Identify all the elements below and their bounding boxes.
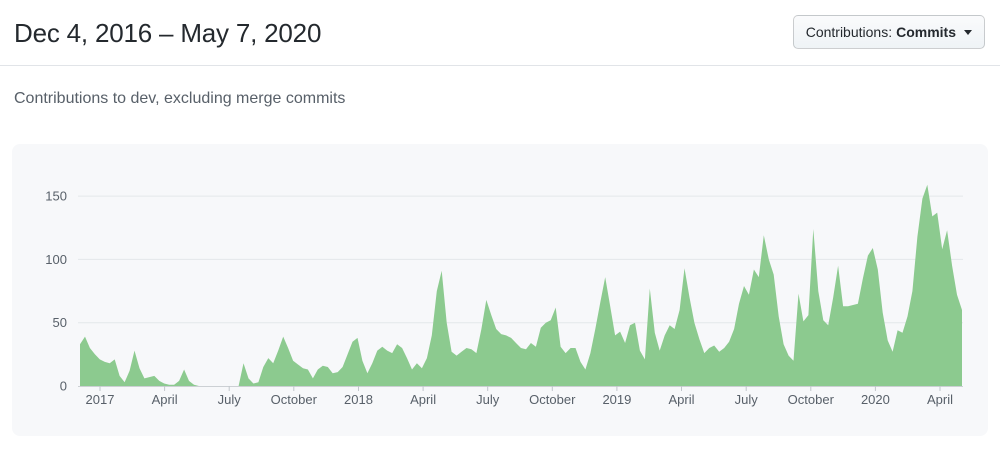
dropdown-caret-icon <box>964 29 972 35</box>
x-tick-label: October <box>529 392 576 407</box>
x-tick-label: April <box>410 392 436 407</box>
y-tick-label: 100 <box>45 252 67 267</box>
page-title: Dec 4, 2016 – May 7, 2020 <box>14 18 322 48</box>
y-tick-label: 50 <box>53 315 67 330</box>
x-tick-label: April <box>668 392 694 407</box>
y-tick-label: 150 <box>45 189 67 204</box>
x-tick-label: 2018 <box>344 392 373 407</box>
contributions-area-chart[interactable]: 2017 April July October 2018 April July October… <box>12 144 988 436</box>
x-tick-label: October <box>788 392 835 407</box>
commits-area-series[interactable] <box>80 184 962 386</box>
x-tick-label: October <box>271 392 318 407</box>
gridlines <box>78 195 963 324</box>
filter-button-value: Commits <box>896 24 956 40</box>
y-axis-labels: 0 50 100 150 <box>45 189 67 394</box>
filter-button-prefix: Contributions: <box>805 24 893 40</box>
x-tick-label: April <box>152 392 178 407</box>
contributions-filter-button[interactable]: Contributions: Commits <box>792 15 985 49</box>
x-tick-label: July <box>735 392 759 407</box>
x-axis-labels: 2017 April July October 2018 April July October… <box>86 386 953 407</box>
chart-subtitle: Contributions to dev, excluding merge co… <box>14 90 346 107</box>
header: Dec 4, 2016 – May 7, 2020 Contributions:… <box>0 0 1000 66</box>
y-tick-label: 0 <box>60 379 67 394</box>
x-tick-label: 2019 <box>602 392 631 407</box>
x-tick-label: July <box>218 392 242 407</box>
x-tick-label: April <box>927 392 953 407</box>
x-tick-label: 2020 <box>861 392 890 407</box>
contributions-chart-card: 2017 April July October 2018 April July October… <box>12 144 988 436</box>
x-tick-label: 2017 <box>86 392 115 407</box>
x-tick-label: July <box>476 392 500 407</box>
